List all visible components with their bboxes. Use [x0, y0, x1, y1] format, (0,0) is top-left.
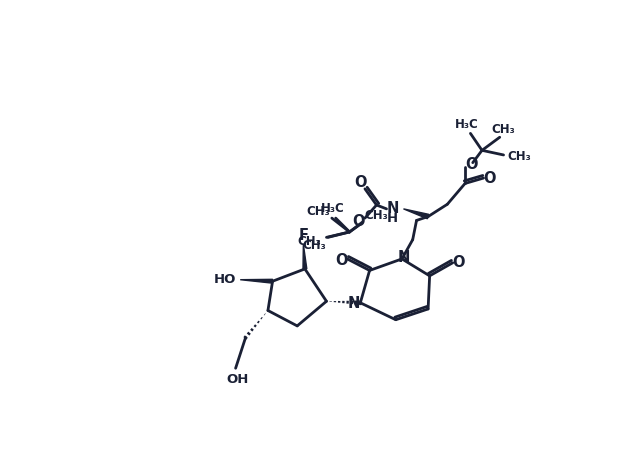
Text: CH₃: CH₃ — [492, 123, 515, 136]
Text: HO: HO — [214, 273, 236, 286]
Text: N: N — [387, 201, 399, 216]
Text: N: N — [397, 250, 410, 265]
Text: CH₃: CH₃ — [365, 209, 388, 222]
Text: H₃C: H₃C — [455, 118, 479, 131]
Text: CH₃: CH₃ — [298, 235, 321, 248]
Text: N: N — [348, 296, 360, 311]
Text: O: O — [353, 214, 365, 229]
Polygon shape — [303, 244, 307, 269]
Text: CH₃: CH₃ — [302, 239, 326, 251]
Polygon shape — [403, 209, 429, 219]
Text: CH₃: CH₃ — [507, 150, 531, 163]
Text: H₃C: H₃C — [321, 202, 344, 215]
Text: O: O — [335, 253, 348, 268]
Text: OH: OH — [227, 373, 249, 385]
Text: F: F — [298, 227, 308, 243]
Text: H: H — [387, 212, 398, 225]
Text: O: O — [465, 157, 477, 172]
Text: O: O — [452, 255, 465, 270]
Polygon shape — [240, 279, 273, 283]
Text: CH₃: CH₃ — [306, 205, 330, 219]
Text: O: O — [354, 175, 367, 190]
Text: O: O — [483, 172, 496, 186]
